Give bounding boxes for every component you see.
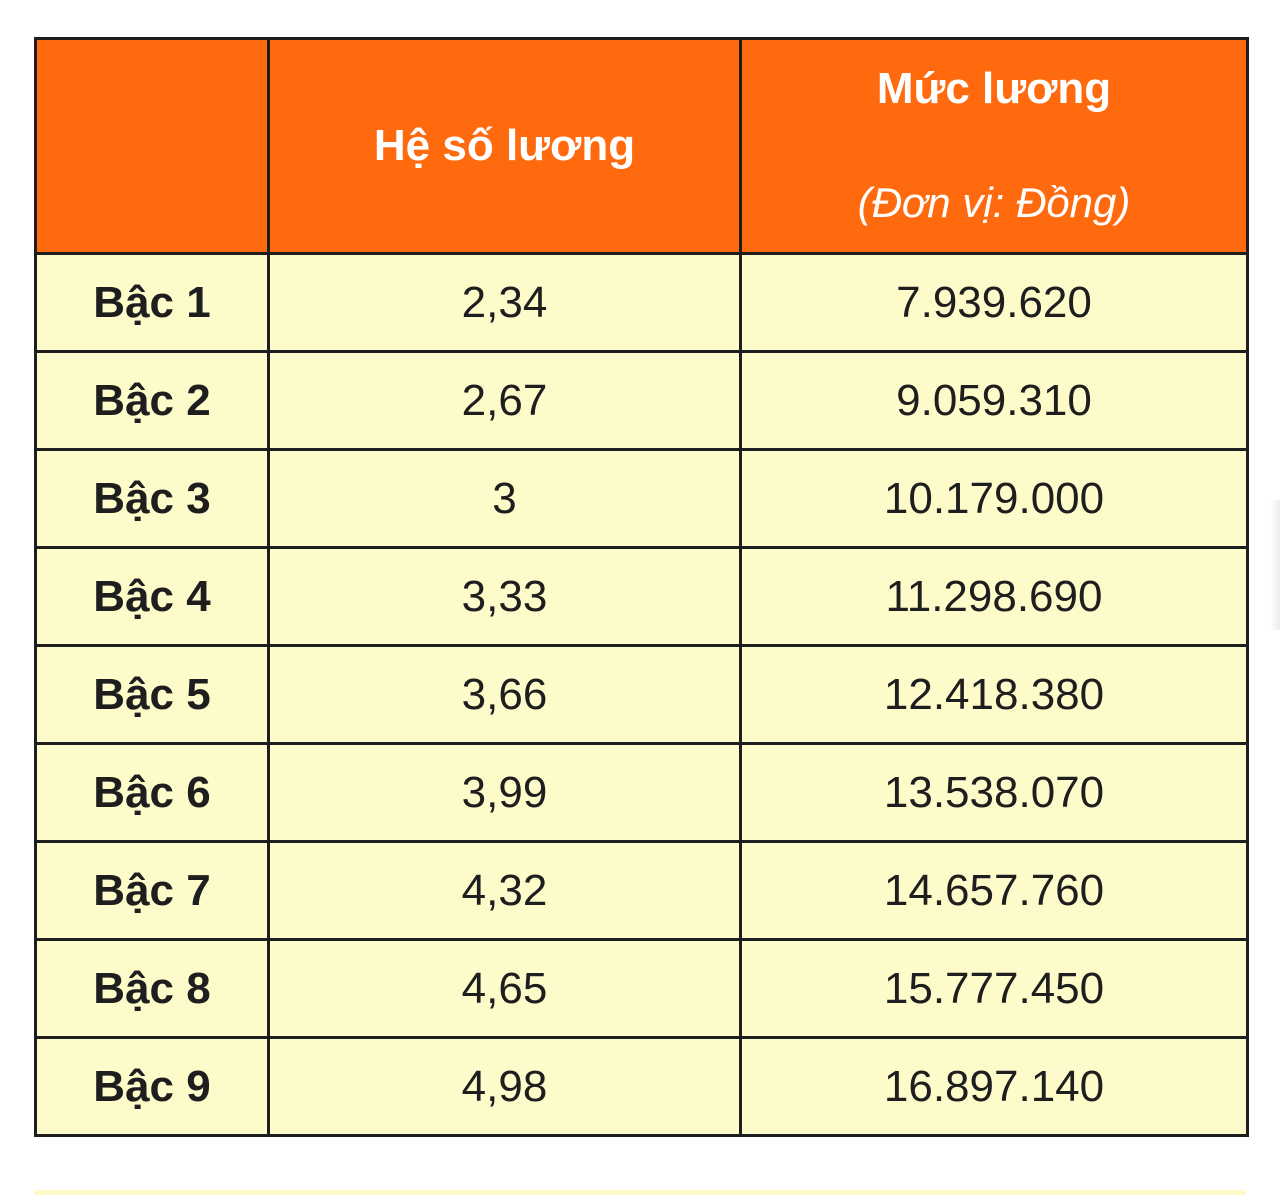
table-row: Bậc 3 3 10.179.000 — [34, 448, 1249, 549]
coefficient-cell: 2,34 — [267, 252, 742, 353]
level-cell: Bậc 3 — [34, 448, 270, 549]
table-row: Bậc 7 4,32 14.657.760 — [34, 840, 1249, 941]
table-row: Bậc 5 3,66 12.418.380 — [34, 644, 1249, 745]
salary-cell: 16.897.140 — [739, 1036, 1249, 1137]
level-cell: Bậc 7 — [34, 840, 270, 941]
header-coefficient-label: Hệ số lương — [373, 121, 636, 170]
level-cell: Bậc 2 — [34, 350, 270, 451]
table-row: Bậc 9 4,98 16.897.140 — [34, 1036, 1249, 1137]
level-cell: Bậc 1 — [34, 252, 270, 353]
coefficient-cell: 4,98 — [267, 1036, 742, 1137]
coefficient-cell: 3 — [267, 448, 742, 549]
salary-cell: 10.179.000 — [739, 448, 1249, 549]
header-salary-unit: (Đơn vị: Đồng) — [857, 179, 1131, 226]
salary-cell: 7.939.620 — [739, 252, 1249, 353]
salary-cell: 15.777.450 — [739, 938, 1249, 1039]
salary-cell: 12.418.380 — [739, 644, 1249, 745]
salary-cell: 14.657.760 — [739, 840, 1249, 941]
table-header: Hệ số lương Mức lương (Đơn vị: Đồng) — [34, 37, 1249, 255]
level-cell: Bậc 5 — [34, 644, 270, 745]
table-body: Bậc 1 2,34 7.939.620 Bậc 2 2,67 9.059.31… — [34, 252, 1249, 1137]
salary-table: Hệ số lương Mức lương (Đơn vị: Đồng) Bậc… — [34, 37, 1249, 1137]
coefficient-cell: 3,66 — [267, 644, 742, 745]
salary-cell: 13.538.070 — [739, 742, 1249, 843]
header-salary: Mức lương (Đơn vị: Đồng) — [739, 37, 1249, 255]
coefficient-cell: 4,65 — [267, 938, 742, 1039]
header-salary-label: Mức lương — [876, 64, 1112, 113]
salary-cell: 11.298.690 — [739, 546, 1249, 647]
scroll-edge — [1270, 500, 1280, 630]
table-row: Bậc 6 3,99 13.538.070 — [34, 742, 1249, 843]
next-table-edge — [34, 1190, 1246, 1195]
header-level — [34, 37, 270, 255]
level-cell: Bậc 4 — [34, 546, 270, 647]
level-cell: Bậc 9 — [34, 1036, 270, 1137]
level-cell: Bậc 8 — [34, 938, 270, 1039]
table-row: Bậc 2 2,67 9.059.310 — [34, 350, 1249, 451]
table-row: Bậc 8 4,65 15.777.450 — [34, 938, 1249, 1039]
header-row: Hệ số lương Mức lương (Đơn vị: Đồng) — [34, 37, 1249, 255]
table-row: Bậc 1 2,34 7.939.620 — [34, 252, 1249, 353]
header-coefficient: Hệ số lương — [267, 37, 742, 255]
coefficient-cell: 3,33 — [267, 546, 742, 647]
coefficient-cell: 2,67 — [267, 350, 742, 451]
salary-cell: 9.059.310 — [739, 350, 1249, 451]
coefficient-cell: 4,32 — [267, 840, 742, 941]
level-cell: Bậc 6 — [34, 742, 270, 843]
coefficient-cell: 3,99 — [267, 742, 742, 843]
table-row: Bậc 4 3,33 11.298.690 — [34, 546, 1249, 647]
